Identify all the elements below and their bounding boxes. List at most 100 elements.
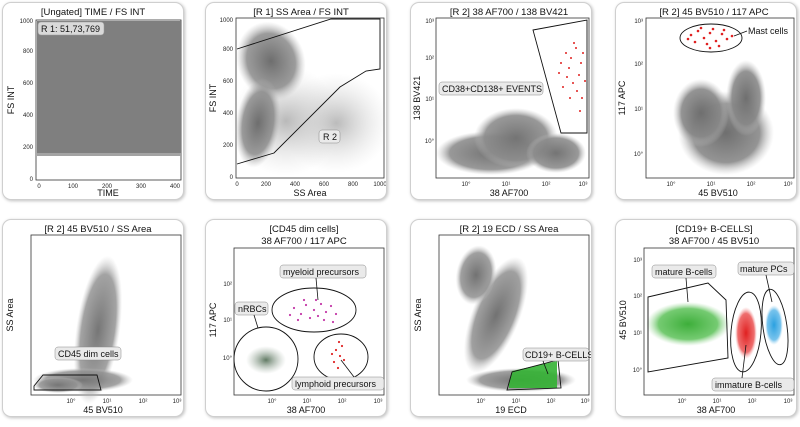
- x-tick-label: 200: [102, 184, 113, 190]
- event-cluster: [73, 255, 123, 405]
- y-tick-label: 10¹: [425, 97, 434, 103]
- y-tick-label: 1000: [220, 18, 234, 24]
- chart-title: [Ungated] TIME / FS INT: [41, 7, 146, 18]
- event-dot: [582, 52, 584, 54]
- chart-time-fs: [Ungated] TIME / FS INT R 1: 51,73,769 T…: [6, 7, 182, 198]
- x-tick-label: 10²: [747, 182, 756, 188]
- annotation-arrow: [741, 344, 747, 379]
- event-dot: [334, 348, 338, 352]
- plot-panel-cd38-cd138: [R 2] 38 AF700 / 138 BV421 CD38+CD138+ E…: [410, 2, 592, 200]
- chart-title: [CD45 dim cells]: [269, 224, 338, 235]
- plot-panel-cd19-38-45: [CD19+ B-CELLS] 38 AF700 / 45 BV510 matu…: [615, 219, 797, 417]
- annotation-label: immature B-cells: [715, 380, 783, 390]
- x-tick-label: 1000: [373, 182, 386, 188]
- event-dot: [340, 344, 344, 348]
- event-dot: [575, 47, 577, 49]
- x-axis-label: 45 BV510: [83, 405, 123, 415]
- x-tick-label: 10¹: [502, 182, 511, 188]
- event-dot: [720, 32, 724, 36]
- event-dot: [558, 72, 560, 74]
- plasma-cell-events: [558, 42, 586, 112]
- y-tick-label: 200: [23, 145, 34, 151]
- y-tick-label: 800: [23, 49, 34, 55]
- plot-panel-cd19-ss: [R 2] 19 ECD / SS Area CD19+ B-CELLS 19 …: [410, 219, 592, 417]
- gate-label: R 2: [323, 132, 337, 142]
- y-tick-label: 0: [30, 177, 34, 183]
- x-tick-label: 400: [170, 184, 181, 190]
- y-tick-label: 10²: [223, 282, 232, 288]
- chart-title: [R 2] 45 BV510 / 117 APC: [659, 7, 768, 18]
- gate-r2: [236, 18, 381, 165]
- event-dot: [573, 42, 575, 44]
- x-axis-label: 38 AF700: [287, 405, 326, 415]
- x-tick-label: 10³: [581, 399, 590, 405]
- event-dot: [308, 316, 312, 320]
- event-dot: [330, 352, 334, 356]
- y-tick-label: 10²: [634, 62, 643, 68]
- event-cluster: [726, 60, 766, 136]
- y-axis-label: 117 APC: [617, 80, 627, 115]
- x-tick-label: 10³: [374, 399, 383, 405]
- event-dot: [708, 46, 712, 50]
- x-tick-label: 100: [68, 184, 79, 190]
- event-dot: [314, 298, 318, 302]
- myeloid-precursor-events: [288, 298, 338, 324]
- event-dot: [566, 76, 568, 78]
- event-dot: [342, 358, 346, 362]
- chart-cd45dim-38-117: [CD45 dim cells] 38 AF700 / 117 APC myel…: [208, 224, 385, 415]
- chart-subtitle: 38 AF700 / 117 APC: [261, 236, 347, 247]
- event-dot: [580, 62, 582, 64]
- chart-title: [R 2] 19 ECD / SS Area: [460, 224, 559, 235]
- x-axis-label: TIME: [97, 188, 119, 198]
- chart-cd45-ss: [R 2] 45 BV510 / SS Area CD45 dim cells …: [5, 224, 182, 415]
- event-dot: [705, 42, 709, 46]
- event-dot: [329, 304, 333, 308]
- y-tick-label: 10¹: [634, 107, 643, 113]
- annotation-box: [522, 347, 590, 362]
- x-tick-label: 10²: [547, 399, 556, 405]
- x-tick-label: 10³: [579, 182, 588, 188]
- x-tick-label: 10°: [666, 182, 676, 188]
- y-tick-label: 10²: [425, 56, 434, 62]
- y-tick-label: 0: [230, 175, 234, 181]
- cd45-dim-gate: [33, 374, 102, 391]
- region-count-label: R 1: 51,73,769: [41, 24, 100, 34]
- x-axis-label: 45 BV510: [698, 188, 738, 198]
- event-dot: [696, 29, 700, 33]
- event-dot: [581, 97, 583, 99]
- annotation-box: [234, 301, 269, 316]
- chart-title: [R 2] 45 BV510 / SS Area: [44, 224, 152, 235]
- x-tick-label: 10°: [66, 399, 76, 405]
- event-dot: [324, 310, 328, 314]
- chart-ss-fs: [R 1] SS Area / FS INT R 2 SS Area FS IN…: [208, 7, 386, 198]
- event-cluster: [455, 245, 497, 305]
- y-tick-label: 400: [23, 113, 34, 119]
- x-axis-label: SS Area: [293, 188, 326, 198]
- event-dot: [717, 44, 721, 48]
- x-tick-label: 10³: [173, 399, 182, 405]
- chart-cd19-ss: [R 2] 19 ECD / SS Area CD19+ B-CELLS 19 …: [413, 224, 591, 415]
- x-tick-label: 10²: [338, 399, 347, 405]
- x-tick-label: 10°: [461, 182, 471, 188]
- plasma-cell-gate: [532, 19, 588, 134]
- y-tick-label: 600: [223, 79, 234, 85]
- event-dot: [336, 366, 340, 370]
- annotation-box: [651, 264, 717, 279]
- mature-pc-events: [765, 305, 783, 345]
- chart-title: [CD19+ B-CELLS]: [675, 224, 752, 235]
- event-cluster: [673, 79, 729, 147]
- event-dot: [332, 360, 336, 364]
- event-dot: [584, 80, 586, 82]
- annotation-arrow: [765, 274, 773, 303]
- x-tick-label: 10²: [542, 182, 551, 188]
- y-axis-label: 45 BV510: [618, 300, 628, 340]
- event-cluster: [463, 256, 529, 374]
- myeloid-gate: [271, 287, 357, 333]
- annotation-box: [291, 376, 385, 391]
- event-dot: [338, 354, 342, 358]
- x-tick-label: 400: [290, 182, 301, 188]
- event-dot: [288, 313, 292, 317]
- y-tick-label: 10°: [633, 368, 643, 374]
- mature-b-cell-gate: [647, 282, 729, 373]
- annotation-box: [711, 377, 795, 392]
